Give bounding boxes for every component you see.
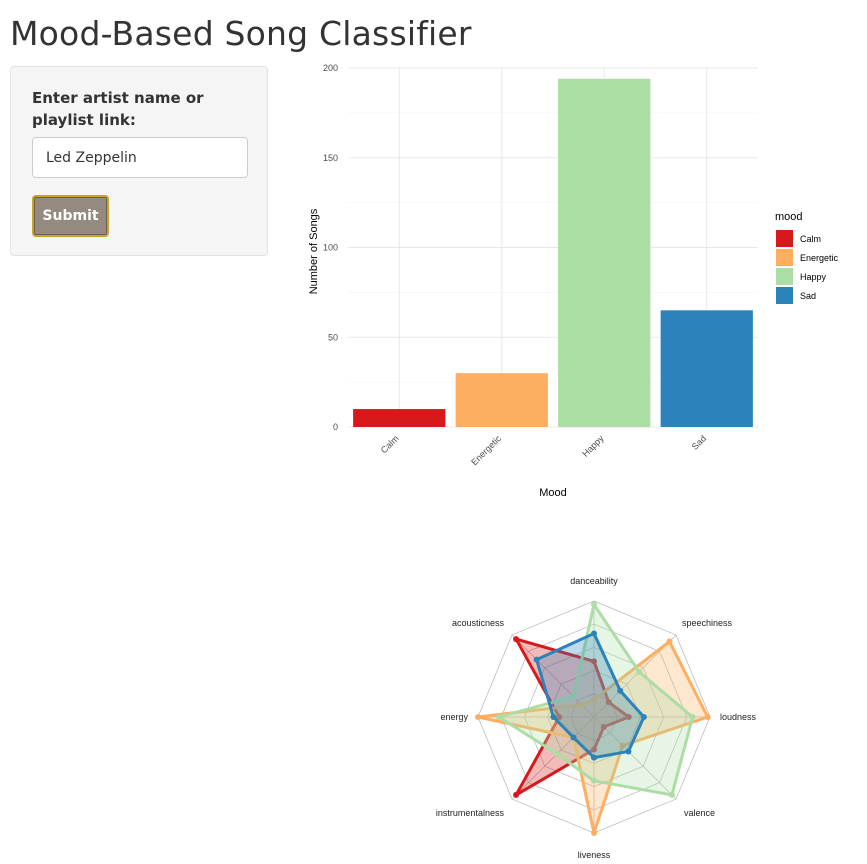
submit-button[interactable]: Submit (32, 195, 109, 237)
input-label: Enter artist name or playlist link: (32, 89, 204, 129)
radar-point (550, 714, 557, 720)
legend-swatch-energetic (776, 249, 793, 266)
legend-swatch-sad (776, 287, 793, 304)
radar-point (554, 750, 561, 757)
radar-axis-label: energy (440, 712, 468, 722)
legend-title: mood (775, 211, 803, 223)
artist-input[interactable] (32, 137, 248, 178)
radar-point (689, 714, 696, 720)
input-panel: Enter artist name or playlist link: Subm… (10, 66, 268, 256)
y-tick-label: 0 (333, 422, 338, 432)
radar-point (570, 734, 577, 741)
bar-calm (353, 409, 446, 427)
radar-point (668, 791, 675, 798)
legend-label-happy: Happy (800, 272, 827, 282)
radar-point (600, 723, 607, 730)
legend-label-calm: Calm (800, 234, 821, 244)
radar-point (591, 630, 597, 637)
legend-label-energetic: Energetic (800, 253, 839, 263)
radar-point (591, 658, 597, 665)
y-tick-label: 150 (323, 153, 338, 163)
radar-point (475, 714, 481, 720)
legend-swatch-happy (776, 268, 793, 285)
radar-point (495, 714, 502, 720)
radar-axis-label: speechiness (682, 618, 733, 628)
x-tick-label: Calm (379, 433, 401, 455)
bar-happy (558, 78, 651, 427)
radar-point (591, 754, 597, 761)
y-axis-title: Number of Songs (308, 208, 320, 294)
radar-point (666, 638, 673, 645)
legend: mood Calm Energetic Happy Sad (775, 211, 839, 304)
radar-point (605, 699, 612, 706)
y-tick-label: 100 (323, 243, 338, 253)
radar-point (533, 656, 540, 663)
radar-point (591, 601, 597, 608)
radar-spoke (593, 716, 677, 800)
radar-point (619, 742, 626, 749)
radar-axis-label: liveness (578, 850, 611, 860)
x-tick-label: Sad (690, 433, 708, 451)
y-tick-label: 200 (323, 63, 338, 73)
radar-point (513, 791, 520, 798)
mood-bar-chart: 0 50 100 150 200 Calm Energetic Happy Sad Mood Num… (308, 63, 839, 499)
x-tick-label: Happy (580, 433, 606, 459)
radar-point (591, 777, 597, 784)
radar-point (578, 701, 585, 708)
x-axis-title: Mood (539, 487, 567, 499)
radar-point (591, 746, 597, 753)
radar-point (513, 636, 520, 643)
radar-point (591, 696, 597, 703)
radar-point (704, 714, 711, 720)
radar-point (625, 714, 632, 720)
radar-point (640, 714, 647, 720)
radar-series-sad (533, 630, 647, 761)
radar-axis-label: acousticness (452, 618, 505, 628)
radar-axis-label: danceability (570, 576, 618, 586)
radar-point (591, 830, 597, 836)
x-tick-label: Energetic (469, 433, 503, 467)
radar-axis-label: valence (684, 808, 715, 818)
legend-swatch-calm (776, 230, 793, 247)
radar-axis-label: loudness (720, 712, 757, 722)
y-tick-label: 50 (328, 332, 338, 342)
radar-series-energetic (475, 638, 711, 836)
page-title: Mood-Based Song Classifier (10, 14, 472, 53)
bar-sad (660, 310, 753, 427)
radar-point (636, 668, 643, 675)
legend-label-sad: Sad (800, 291, 816, 301)
radar-point (556, 714, 563, 720)
bar-energetic (455, 373, 548, 427)
feature-radar-chart: danceability speechiness loudness valence li… (436, 576, 757, 860)
radar-point (617, 687, 624, 694)
radar-spoke (511, 716, 595, 800)
radar-series-calm (513, 636, 632, 798)
radar-point (625, 748, 632, 755)
radar-point (570, 693, 577, 700)
radar-axis-label: instrumentalness (436, 808, 505, 818)
